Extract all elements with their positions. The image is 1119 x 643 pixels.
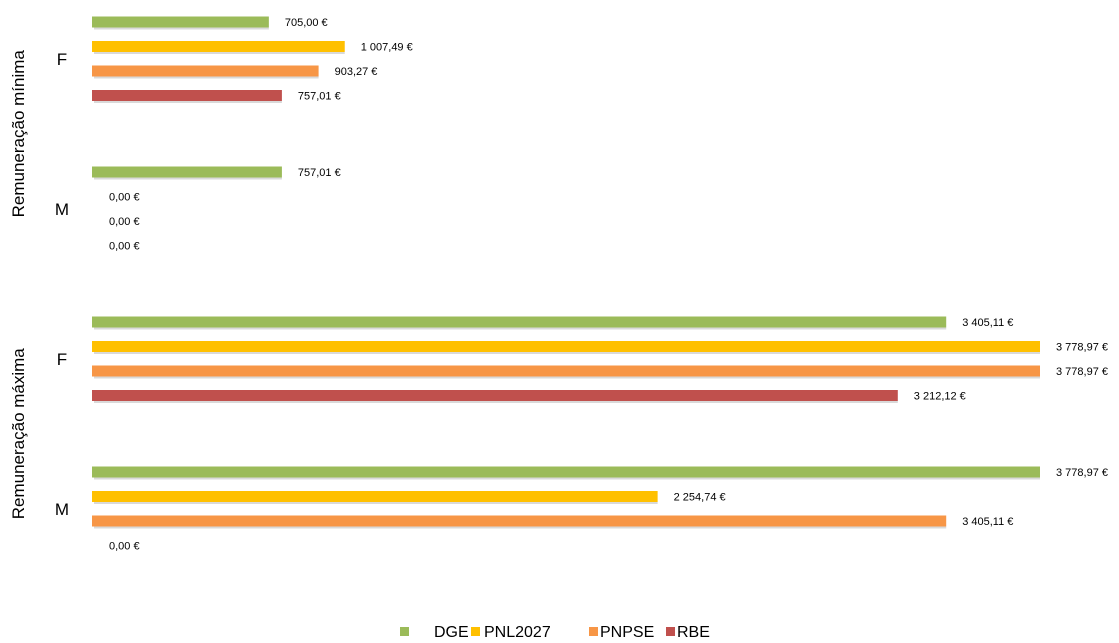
- bar-shadow: [94, 52, 345, 54]
- data-label-0-F-PNL2027: 1 007,49 €: [361, 42, 413, 54]
- axis-layer: F M Remuneração mínima F M Remuneração máxima: [9, 50, 69, 520]
- data-label-1-M-DGE: 3 778,97 €: [1056, 467, 1108, 479]
- data-label-1-F-RBE: 3 212,12 €: [914, 391, 966, 403]
- bar-1-F-PNL2027: [92, 341, 1040, 352]
- bar-shadow: [94, 502, 658, 504]
- bar-shadow: [94, 101, 282, 103]
- bar-shadow: [94, 376, 1040, 379]
- category-label-1-M: M: [55, 500, 69, 519]
- legend-swatch-PNL2027: [471, 627, 480, 636]
- category-label-0-F: F: [57, 50, 67, 69]
- bar-1-F-RBE: [92, 390, 898, 401]
- bar-shadow: [94, 327, 947, 330]
- legend-label-PNL2027: PNL2027: [484, 624, 551, 641]
- bar-shadow: [94, 177, 282, 180]
- group-label-0: Remuneração mínima: [9, 50, 28, 218]
- data-label-1-M-PNPSE: 3 405,11 €: [962, 516, 1013, 528]
- category-label-1-F: F: [57, 350, 67, 369]
- data-label-1-F-PNL2027: 3 778,97 €: [1056, 342, 1108, 354]
- bar-shadow: [94, 76, 319, 79]
- data-label-0-M-PNL2027: 0,00 €: [109, 192, 140, 204]
- bar-shadow: [94, 352, 1040, 354]
- bar-1-M-DGE: [92, 466, 1040, 478]
- bars-layer: [92, 16, 1040, 529]
- chart-legend: DGE PNL2027 PNPSE RBE: [400, 624, 710, 641]
- legend-label-RBE: RBE: [677, 624, 710, 641]
- legend-swatch-RBE: [666, 627, 675, 636]
- data-label-0-F-PNPSE: 903,27 €: [335, 66, 378, 78]
- data-label-0-F-DGE: 705,00 €: [285, 17, 328, 29]
- bar-0-F-RBE: [92, 90, 282, 101]
- data-label-0-M-RBE: 0,00 €: [109, 241, 140, 253]
- group-label-1: Remuneração máxima: [9, 348, 28, 520]
- bar-0-F-PNL2027: [92, 41, 345, 52]
- bar-shadow: [94, 526, 947, 529]
- legend-swatch-PNPSE: [589, 627, 598, 636]
- bar-1-M-PNPSE: [92, 515, 947, 527]
- legend-label-PNPSE: PNPSE: [600, 624, 654, 641]
- bar-1-F-PNPSE: [92, 365, 1040, 377]
- data-label-0-M-PNPSE: 0,00 €: [109, 216, 140, 228]
- data-label-1-F-DGE: 3 405,11 €: [962, 317, 1013, 329]
- bar-0-F-DGE: [92, 16, 269, 28]
- bar-0-F-PNPSE: [92, 65, 319, 77]
- legend-label-DGE: DGE: [434, 624, 469, 641]
- legend-swatch-DGE: [400, 627, 409, 636]
- bar-0-M-DGE: [92, 166, 282, 178]
- bar-1-F-DGE: [92, 316, 947, 328]
- category-label-0-M: M: [55, 200, 69, 219]
- data-label-1-F-PNPSE: 3 778,97 €: [1056, 366, 1108, 378]
- bar-shadow: [94, 477, 1040, 480]
- bar-shadow: [94, 401, 898, 403]
- bar-1-M-PNL2027: [92, 491, 658, 502]
- data-label-1-M-PNL2027: 2 254,74 €: [674, 492, 726, 504]
- data-label-1-M-RBE: 0,00 €: [109, 541, 140, 553]
- data-label-0-M-DGE: 757,01 €: [298, 167, 341, 179]
- labels-layer: 705,00 € 1 007,49 € 903,27 € 757,01 € 757,01…: [109, 17, 1108, 553]
- data-label-0-F-RBE: 757,01 €: [298, 91, 341, 103]
- bar-shadow: [94, 27, 269, 30]
